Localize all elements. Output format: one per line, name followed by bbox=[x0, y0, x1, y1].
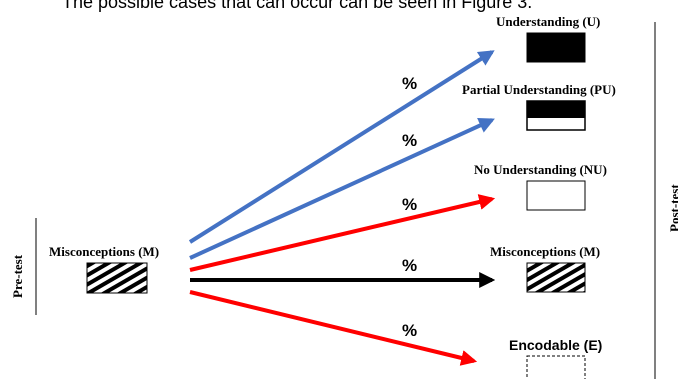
percent-label-partial-understanding: % bbox=[402, 131, 417, 150]
percent-label-encodable: % bbox=[402, 321, 417, 340]
arrow-to-encodable bbox=[189, 290, 478, 366]
box-no-understanding-empty bbox=[526, 180, 586, 211]
posttest-label: Post-test bbox=[667, 184, 678, 232]
arrow-to-no-understanding bbox=[189, 194, 496, 272]
box-understanding-solid bbox=[526, 32, 586, 63]
target-label-no-understanding: No Understanding (NU) bbox=[474, 162, 607, 177]
source-label: Misconceptions (M) bbox=[49, 244, 159, 259]
arrow-to-understanding bbox=[188, 50, 495, 244]
box-encodable-dashed bbox=[526, 355, 586, 379]
percent-label-misconceptions: % bbox=[402, 256, 417, 275]
arrow-to-partial-understanding bbox=[189, 118, 495, 260]
target-label-understanding: Understanding (U) bbox=[496, 14, 600, 29]
target-label-encodable: Encodable (E) bbox=[509, 337, 602, 353]
figure-caption: The possible cases that can occur can be… bbox=[62, 0, 532, 12]
source-box-hatched bbox=[86, 262, 148, 294]
target-label-partial-understanding: Partial Understanding (PU) bbox=[462, 82, 616, 97]
target-label-misconceptions: Misconceptions (M) bbox=[490, 244, 600, 259]
box-misconceptions-hatched bbox=[526, 262, 586, 293]
percent-label-no-understanding: % bbox=[402, 195, 417, 214]
box-partial-understanding-fill bbox=[527, 101, 585, 118]
percent-label-understanding: % bbox=[402, 74, 417, 93]
pretest-label: Pre-test bbox=[10, 254, 25, 298]
